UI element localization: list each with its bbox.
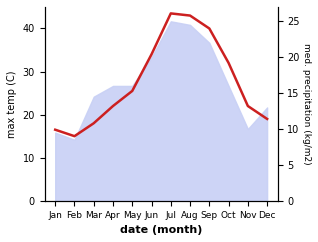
X-axis label: date (month): date (month)	[120, 225, 202, 235]
Y-axis label: med. precipitation (kg/m2): med. precipitation (kg/m2)	[302, 43, 311, 165]
Y-axis label: max temp (C): max temp (C)	[7, 70, 17, 138]
